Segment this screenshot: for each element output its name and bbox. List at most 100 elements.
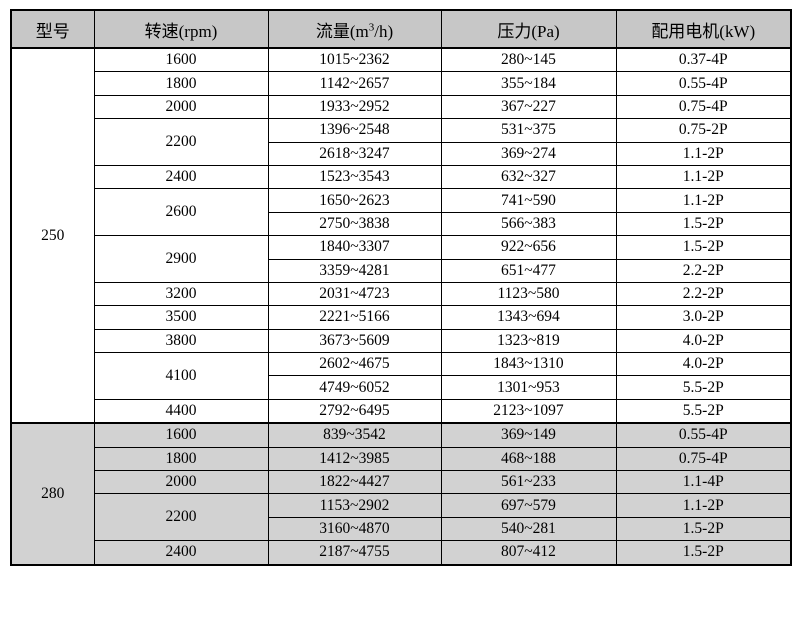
speed-cell: 1600: [93, 47, 269, 73]
pressure-cell: 1123~580: [440, 281, 617, 307]
table-row: 2600 1650~2623 741~590 1.1-2P: [11, 188, 792, 237]
table-row: 2618~3247 369~274 1.1-2P: [11, 141, 792, 166]
flow-cell: 3359~4281: [267, 258, 442, 283]
power-cell: 0.55-4P: [615, 422, 792, 448]
table-row: 3500 2221~5166 1343~694 3.0-2P: [11, 305, 792, 330]
table-row: 3200 2031~4723 1123~580 2.2-2P: [11, 281, 792, 307]
power-cell: 0.75-4P: [615, 94, 792, 120]
power-cell: 1.5-2P: [615, 211, 792, 237]
speed-cell: 2000: [93, 470, 269, 495]
flow-cell: 1142~2657: [267, 71, 442, 96]
pressure-cell: 1301~953: [440, 375, 617, 400]
pressure-cell: 566~383: [440, 211, 617, 237]
header-row: 型号 转速(rpm) 流量(m3/h) 压力(Pa) 配用电机(kW): [10, 9, 792, 49]
table-row: 250 1600 1015~2362 280~145 0.37-4P: [10, 47, 792, 424]
table-row: 2200 1396~2548 531~375 0.75-2P: [11, 118, 792, 166]
table-row: 3359~4281 651~477 2.2-2P: [11, 258, 792, 283]
fan-spec-table: 型号 转速(rpm) 流量(m3/h) 压力(Pa) 配用电机(kW) 250 1600 1…: [10, 9, 792, 566]
column-header-flow: 流量(m3/h): [267, 9, 442, 49]
speed-cell: 1600: [93, 422, 269, 448]
pressure-cell: 540~281: [440, 516, 617, 542]
power-cell: 2.2-2P: [615, 281, 792, 307]
column-header-speed: 转速(rpm): [93, 9, 269, 49]
flow-cell: 4749~6052: [267, 375, 442, 400]
pressure-cell: 561~233: [440, 470, 617, 495]
speed-cell: 2400: [93, 164, 269, 190]
speed-cell: 3800: [93, 328, 269, 354]
table-row: 4749~6052 1301~953 5.5-2P: [11, 375, 792, 400]
flow-cell: 1933~2952: [267, 94, 442, 120]
table-row: 280 1600 839~3542 369~149 0.55-4P: [10, 422, 792, 566]
flow-cell: 2792~6495: [267, 398, 442, 424]
pressure-cell: 367~227: [440, 94, 617, 120]
power-cell: 1.1-2P: [615, 164, 792, 190]
column-header-label: 配用电机(kW): [651, 21, 756, 41]
column-header-label: 压力(Pa): [497, 21, 560, 41]
pressure-cell: 355~184: [440, 71, 617, 96]
pressure-cell: 1343~694: [440, 305, 617, 330]
power-cell: 3.0-2P: [615, 305, 792, 330]
table-row: 2000 1822~4427 561~233 1.1-4P: [11, 470, 792, 495]
flow-cell: 2750~3838: [267, 211, 442, 237]
power-cell: 1.5-2P: [615, 516, 792, 542]
speed-cell: 4100: [93, 352, 269, 400]
speed-cell: 3200: [93, 281, 269, 307]
flow-cell: 1822~4427: [267, 470, 442, 495]
power-cell: 1.1-2P: [615, 493, 792, 518]
model-cell: 250: [10, 47, 95, 424]
power-cell: 5.5-2P: [615, 398, 792, 424]
speed-cell: 3500: [93, 305, 269, 330]
pressure-cell: 922~656: [440, 235, 617, 260]
pressure-cell: 468~188: [440, 446, 617, 472]
power-cell: 1.5-2P: [615, 540, 792, 566]
pressure-cell: 651~477: [440, 258, 617, 283]
column-header-label: 流量(m: [315, 21, 369, 41]
column-header-motor: 配用电机(kW): [615, 9, 792, 49]
table-row: 2400 2187~4755 807~412 1.5-2P: [11, 540, 792, 566]
power-cell: 1.5-2P: [615, 235, 792, 260]
pressure-cell: 807~412: [440, 540, 617, 566]
pressure-cell: 2123~1097: [440, 398, 617, 424]
speed-cell: 4400: [93, 398, 269, 424]
pressure-cell: 531~375: [440, 118, 617, 143]
flow-cell: 1396~2548: [267, 118, 442, 143]
column-header-model: 型号: [10, 9, 95, 49]
table-row: 3160~4870 540~281 1.5-2P: [11, 516, 792, 542]
flow-cell: 2618~3247: [267, 141, 442, 166]
power-cell: 0.75-2P: [615, 118, 792, 143]
speed-cell: 2600: [93, 188, 269, 237]
table-row: 1800 1142~2657 355~184 0.55-4P: [11, 71, 792, 96]
speed-cell: 2900: [93, 235, 269, 283]
table-row: 3800 3673~5609 1323~819 4.0-2P: [11, 328, 792, 354]
power-cell: 1.1-4P: [615, 470, 792, 495]
power-cell: 4.0-2P: [615, 352, 792, 377]
table-header: 型号 转速(rpm) 流量(m3/h) 压力(Pa) 配用电机(kW): [10, 9, 792, 49]
flow-cell: 1840~3307: [267, 235, 442, 260]
pressure-cell: 369~274: [440, 141, 617, 166]
power-cell: 4.0-2P: [615, 328, 792, 354]
table-row: 2900 1840~3307 922~656 1.5-2P: [11, 235, 792, 283]
flow-cell: 3160~4870: [267, 516, 442, 542]
column-header-label: 型号: [35, 21, 70, 41]
pressure-cell: 632~327: [440, 164, 617, 190]
power-cell: 0.37-4P: [615, 47, 792, 73]
column-header-label-tail: /h): [374, 21, 394, 41]
power-cell: 0.75-4P: [615, 446, 792, 472]
speed-cell: 2200: [93, 118, 269, 166]
table-row: 2750~3838 566~383 1.5-2P: [11, 211, 792, 237]
speed-cell: 1800: [93, 71, 269, 96]
flow-cell: 3673~5609: [267, 328, 442, 354]
table-row: 4100 2602~4675 1843~1310 4.0-2P: [11, 352, 792, 400]
flow-cell: 1153~2902: [267, 493, 442, 518]
pressure-cell: 280~145: [440, 47, 617, 73]
flow-cell: 2602~4675: [267, 352, 442, 377]
power-cell: 1.1-2P: [615, 141, 792, 166]
flow-cell: 2187~4755: [267, 540, 442, 566]
table-row: 2200 1153~2902 697~579 1.1-2P: [11, 493, 792, 542]
table-row: 4400 2792~6495 2123~1097 5.5-2P: [11, 398, 792, 424]
power-cell: 0.55-4P: [615, 71, 792, 96]
superscript: 3: [368, 20, 375, 33]
flow-cell: 1412~3985: [267, 446, 442, 472]
table-row: 2400 1523~3543 632~327 1.1-2P: [11, 164, 792, 190]
